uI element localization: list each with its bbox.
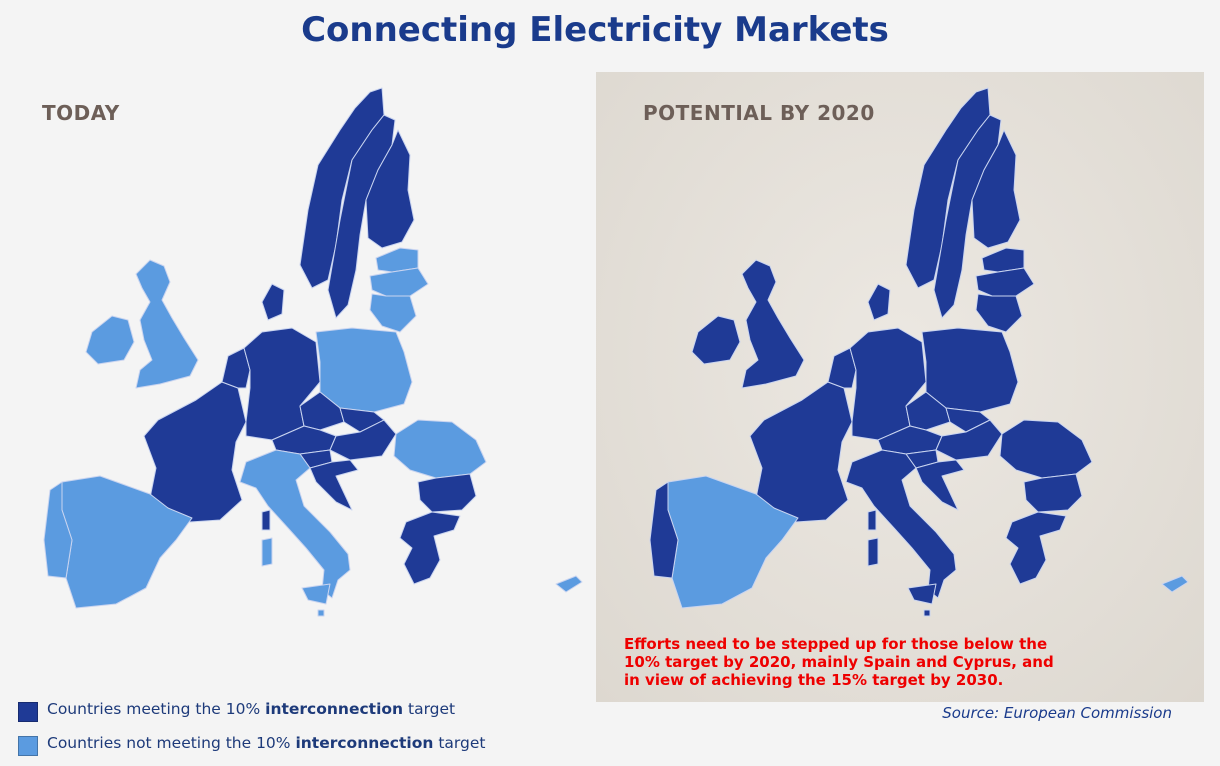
country-cyprus (1161, 575, 1189, 593)
country-sardinia (261, 537, 273, 567)
country-portugal (43, 481, 73, 579)
country-estonia (375, 247, 419, 273)
country-portugal (649, 481, 679, 579)
country-cyprus (555, 575, 583, 593)
country-estonia (981, 247, 1025, 273)
country-hungary (935, 419, 1003, 461)
country-poland (315, 327, 413, 413)
map-2020 (649, 87, 1189, 617)
country-greece (399, 511, 461, 585)
country-sardinia (867, 537, 879, 567)
country-italy (239, 449, 351, 599)
panel-today: TODAY (0, 70, 595, 756)
country-finland (971, 129, 1021, 249)
country-corsica (261, 509, 271, 531)
page-title: Connecting Electricity Markets (301, 10, 889, 50)
legend-swatch-meeting (18, 702, 38, 722)
country-finland (365, 129, 415, 249)
country-denmark (867, 283, 891, 321)
country-ireland (691, 315, 741, 365)
country-greece (1005, 511, 1067, 585)
country-corsica (867, 509, 877, 531)
country-croatia (309, 459, 359, 511)
country-poland (921, 327, 1019, 413)
panel-label-2020: POTENTIAL BY 2020 (643, 101, 875, 125)
country-malta (317, 609, 325, 617)
country-romania (393, 419, 487, 479)
country-lithuania (369, 293, 417, 333)
country-bulgaria (1023, 473, 1083, 513)
country-romania (999, 419, 1093, 479)
country-croatia (915, 459, 965, 511)
note-text: Efforts need to be stepped up for those … (624, 635, 1054, 689)
panel-label-today: TODAY (42, 101, 120, 125)
country-bulgaria (417, 473, 477, 513)
source-credit: Source: European Commission (942, 704, 1172, 722)
country-latvia (975, 267, 1035, 297)
country-malta (923, 609, 931, 617)
country-latvia (369, 267, 429, 297)
country-lithuania (975, 293, 1023, 333)
country-italy (845, 449, 957, 599)
map-today (43, 87, 583, 617)
country-sicily (301, 583, 331, 605)
legend-text-meeting: Countries meeting the 10% interconnectio… (47, 700, 456, 718)
country-ireland (85, 315, 135, 365)
legend-text-not-meeting: Countries not meeting the 10% interconne… (47, 734, 486, 752)
country-uk (741, 259, 805, 389)
legend-swatch-not-meeting (18, 736, 38, 756)
country-denmark (261, 283, 285, 321)
country-sicily (907, 583, 937, 605)
country-hungary (329, 419, 397, 461)
country-uk (135, 259, 199, 389)
